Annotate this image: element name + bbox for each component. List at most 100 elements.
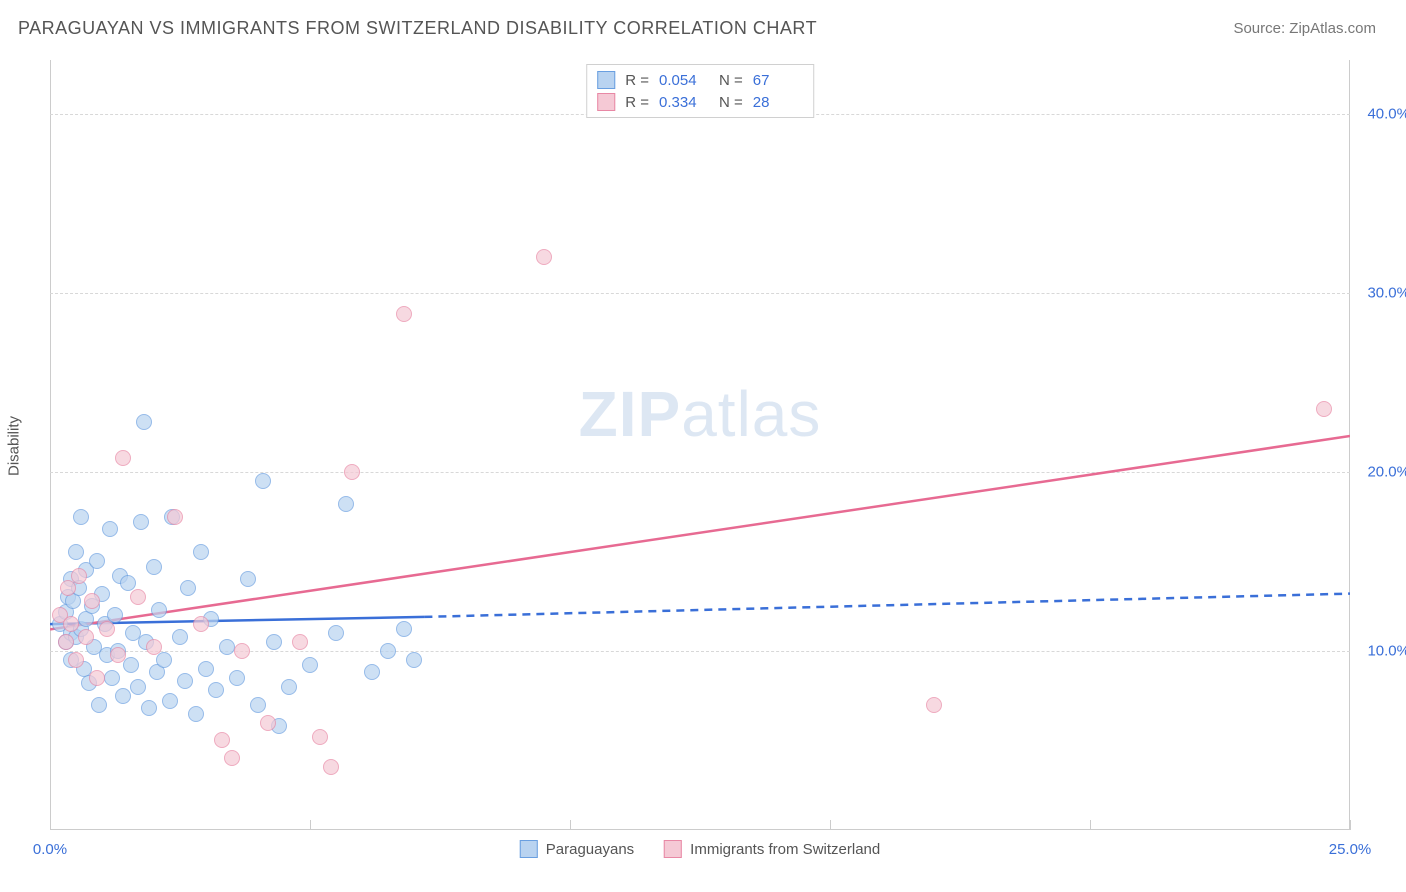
scatter-point-swiss bbox=[260, 715, 276, 731]
x-tick-label: 25.0% bbox=[1329, 841, 1372, 858]
scatter-point-swiss bbox=[344, 464, 360, 480]
scatter-point-paraguayans bbox=[91, 697, 107, 713]
grid-line bbox=[50, 472, 1350, 473]
chart-container: PARAGUAYAN VS IMMIGRANTS FROM SWITZERLAN… bbox=[0, 0, 1406, 892]
chart-source: Source: ZipAtlas.com bbox=[1233, 20, 1376, 37]
legend-item-paraguayans: Paraguayans bbox=[520, 840, 634, 858]
x-tick bbox=[570, 820, 571, 830]
y-tick-label: 30.0% bbox=[1367, 284, 1406, 301]
trend-line bbox=[50, 436, 1350, 629]
scatter-point-paraguayans bbox=[123, 657, 139, 673]
scatter-point-paraguayans bbox=[193, 544, 209, 560]
scatter-point-swiss bbox=[130, 589, 146, 605]
scatter-point-swiss bbox=[78, 629, 94, 645]
scatter-point-paraguayans bbox=[162, 693, 178, 709]
scatter-point-swiss bbox=[115, 450, 131, 466]
scatter-point-swiss bbox=[99, 621, 115, 637]
scatter-point-paraguayans bbox=[281, 679, 297, 695]
n-value-swiss: 28 bbox=[753, 94, 803, 111]
y-tick-label: 10.0% bbox=[1367, 642, 1406, 659]
scatter-point-swiss bbox=[146, 639, 162, 655]
trend-line bbox=[424, 594, 1350, 617]
x-tick bbox=[50, 820, 51, 830]
scatter-point-paraguayans bbox=[180, 580, 196, 596]
scatter-point-paraguayans bbox=[229, 670, 245, 686]
scatter-point-paraguayans bbox=[396, 621, 412, 637]
scatter-point-paraguayans bbox=[115, 688, 131, 704]
corr-row-paraguayans: R = 0.054 N = 67 bbox=[597, 69, 803, 91]
x-axis-line bbox=[50, 829, 1350, 830]
n-label: N = bbox=[719, 94, 743, 111]
scatter-point-paraguayans bbox=[107, 607, 123, 623]
scatter-point-paraguayans bbox=[198, 661, 214, 677]
scatter-point-swiss bbox=[89, 670, 105, 686]
scatter-point-swiss bbox=[323, 759, 339, 775]
scatter-point-swiss bbox=[71, 568, 87, 584]
scatter-point-paraguayans bbox=[240, 571, 256, 587]
scatter-point-paraguayans bbox=[406, 652, 422, 668]
y-tick-label: 40.0% bbox=[1367, 105, 1406, 122]
scatter-point-paraguayans bbox=[146, 559, 162, 575]
chart-plot-area: ZIPatlas 10.0%20.0%30.0%40.0% 0.0%25.0% … bbox=[50, 60, 1350, 830]
scatter-point-swiss bbox=[167, 509, 183, 525]
scatter-point-paraguayans bbox=[266, 634, 282, 650]
scatter-point-swiss bbox=[1316, 401, 1332, 417]
r-value-swiss: 0.334 bbox=[659, 94, 709, 111]
x-tick bbox=[310, 820, 311, 830]
scatter-point-swiss bbox=[63, 616, 79, 632]
y-axis-line bbox=[50, 60, 51, 830]
scatter-point-paraguayans bbox=[188, 706, 204, 722]
scatter-point-swiss bbox=[214, 732, 230, 748]
swatch-swiss bbox=[597, 93, 615, 111]
scatter-point-paraguayans bbox=[302, 657, 318, 673]
scatter-point-swiss bbox=[224, 750, 240, 766]
scatter-point-swiss bbox=[234, 643, 250, 659]
chart-header: PARAGUAYAN VS IMMIGRANTS FROM SWITZERLAN… bbox=[0, 0, 1406, 49]
scatter-point-swiss bbox=[68, 652, 84, 668]
scatter-point-swiss bbox=[312, 729, 328, 745]
legend-item-swiss: Immigrants from Switzerland bbox=[664, 840, 880, 858]
scatter-point-paraguayans bbox=[208, 682, 224, 698]
scatter-point-paraguayans bbox=[130, 679, 146, 695]
scatter-point-swiss bbox=[292, 634, 308, 650]
scatter-point-paraguayans bbox=[177, 673, 193, 689]
scatter-point-paraguayans bbox=[102, 521, 118, 537]
legend-swatch-paraguayans bbox=[520, 840, 538, 858]
scatter-point-swiss bbox=[58, 634, 74, 650]
correlation-legend: R = 0.054 N = 67 R = 0.334 N = 28 bbox=[586, 64, 814, 118]
scatter-point-paraguayans bbox=[338, 496, 354, 512]
n-value-paraguayans: 67 bbox=[753, 72, 803, 89]
scatter-point-paraguayans bbox=[133, 514, 149, 530]
scatter-point-paraguayans bbox=[156, 652, 172, 668]
scatter-point-paraguayans bbox=[89, 553, 105, 569]
scatter-point-paraguayans bbox=[250, 697, 266, 713]
scatter-point-paraguayans bbox=[151, 602, 167, 618]
r-label: R = bbox=[625, 72, 649, 89]
scatter-point-paraguayans bbox=[68, 544, 84, 560]
legend-label-paraguayans: Paraguayans bbox=[546, 841, 634, 858]
n-label: N = bbox=[719, 72, 743, 89]
scatter-point-paraguayans bbox=[73, 509, 89, 525]
chart-title: PARAGUAYAN VS IMMIGRANTS FROM SWITZERLAN… bbox=[18, 18, 817, 39]
right-axis-line bbox=[1349, 60, 1350, 830]
scatter-point-swiss bbox=[84, 593, 100, 609]
y-axis-label: Disability bbox=[6, 416, 23, 476]
scatter-point-paraguayans bbox=[328, 625, 344, 641]
scatter-point-swiss bbox=[110, 647, 126, 663]
scatter-point-swiss bbox=[193, 616, 209, 632]
watermark: ZIPatlas bbox=[579, 377, 822, 451]
scatter-point-paraguayans bbox=[120, 575, 136, 591]
legend-swatch-swiss bbox=[664, 840, 682, 858]
scatter-point-paraguayans bbox=[141, 700, 157, 716]
r-value-paraguayans: 0.054 bbox=[659, 72, 709, 89]
x-tick-label: 0.0% bbox=[33, 841, 67, 858]
scatter-point-swiss bbox=[536, 249, 552, 265]
scatter-point-paraguayans bbox=[104, 670, 120, 686]
bottom-legend: Paraguayans Immigrants from Switzerland bbox=[520, 840, 880, 858]
grid-line bbox=[50, 293, 1350, 294]
y-tick-label: 20.0% bbox=[1367, 463, 1406, 480]
x-tick bbox=[1350, 820, 1351, 830]
scatter-point-paraguayans bbox=[219, 639, 235, 655]
scatter-point-paraguayans bbox=[255, 473, 271, 489]
r-label: R = bbox=[625, 94, 649, 111]
